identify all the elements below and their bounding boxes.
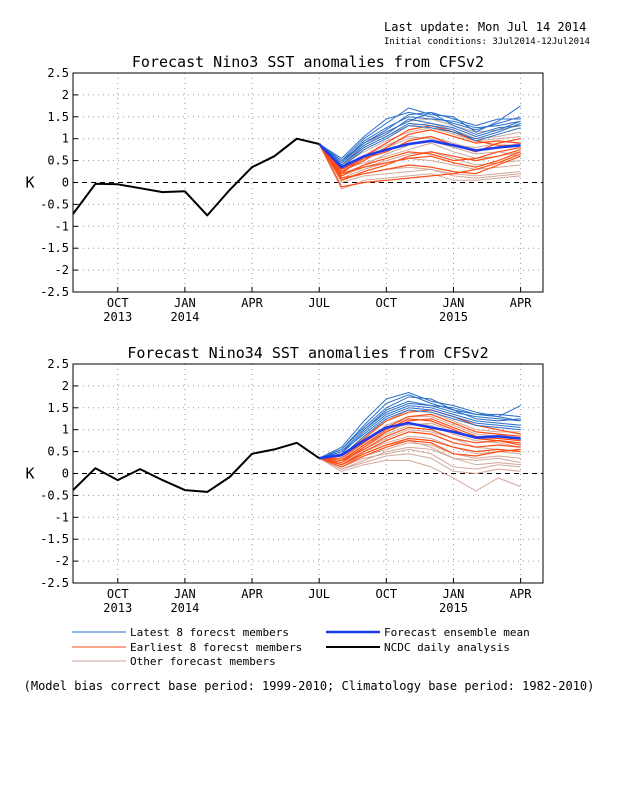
analysis-line — [72, 137, 320, 217]
latest-member-line — [319, 407, 521, 459]
y-tick-label: -0.5 — [40, 197, 69, 211]
y-tick-label: 2 — [62, 88, 69, 102]
other-member-line — [318, 453, 521, 474]
y-tick-label: 2.5 — [47, 357, 69, 371]
earliest-member-line — [318, 143, 521, 177]
other-member-line — [319, 442, 521, 466]
x-tick-label: JAN — [174, 296, 196, 310]
y-tick-label: -2 — [55, 554, 69, 568]
x-tick-year-label: 2015 — [439, 601, 468, 615]
latest-member-line — [318, 122, 521, 168]
other-member-line — [318, 143, 521, 181]
x-tick-year-label: 2013 — [103, 310, 132, 324]
y-tick-label: 2 — [62, 379, 69, 393]
y-tick-label: 0.5 — [47, 445, 69, 459]
y-axis-label: K — [25, 174, 34, 192]
y-tick-label: -2.5 — [40, 576, 69, 590]
x-tick-label: JAN — [174, 587, 196, 601]
earliest-member-line — [318, 135, 521, 170]
other-member-line — [318, 143, 521, 179]
latest-member-line — [318, 392, 521, 459]
earliest-member-line — [319, 431, 521, 466]
legend-label: Forecast ensemble mean — [384, 626, 530, 639]
earliest-member-line — [318, 143, 521, 188]
x-tick-year-label: 2015 — [439, 310, 468, 324]
y-tick-label: -0.5 — [40, 488, 69, 502]
y-tick-label: 2.5 — [47, 66, 69, 80]
earliest-member-line — [319, 437, 521, 466]
other-member-line — [319, 429, 521, 464]
y-tick-label: 1 — [62, 423, 69, 437]
ensemble-mean-line — [319, 421, 521, 460]
latest-member-line — [319, 409, 521, 459]
x-tick-label: JUL — [308, 587, 330, 601]
x-tick-label: APR — [510, 587, 532, 601]
x-tick-year-label: 2013 — [103, 601, 132, 615]
latest-member-line — [318, 118, 521, 166]
y-tick-label: -1 — [55, 219, 69, 233]
latest-member-line — [319, 396, 521, 459]
other-member-line — [318, 446, 521, 470]
other-member-line — [319, 435, 521, 464]
y-tick-label: -1.5 — [40, 241, 69, 255]
y-tick-label: -1 — [55, 510, 69, 524]
y-tick-label: 1.5 — [47, 401, 69, 415]
other-member-line — [318, 457, 521, 492]
x-tick-label: APR — [241, 587, 263, 601]
x-tick-year-label: 2014 — [170, 601, 199, 615]
y-axis-label: K — [25, 465, 34, 483]
ensemble-mean-line — [318, 139, 521, 169]
x-tick-label: OCT — [107, 587, 129, 601]
x-tick-label: APR — [510, 296, 532, 310]
x-tick-label: OCT — [107, 296, 129, 310]
y-tick-label: 0.5 — [47, 154, 69, 168]
footnote-text: (Model bias correct base period: 1999-20… — [24, 679, 595, 693]
legend-label: Latest 8 forecst members — [130, 626, 289, 639]
y-tick-label: -2.5 — [40, 285, 69, 299]
legend-label: Other forecast members — [130, 655, 276, 668]
other-member-line — [319, 448, 521, 470]
legend: Latest 8 forecst members Earliest 8 forec… — [72, 626, 530, 668]
legend-label: NCDC daily analysis — [384, 641, 510, 654]
chart-panel-2: Forecast Nino34 SST anomalies from CFSv2… — [25, 344, 544, 615]
analysis-line — [72, 441, 320, 493]
latest-member-line — [318, 111, 521, 159]
earliest-member-line — [318, 440, 521, 468]
y-tick-label: -2 — [55, 263, 69, 277]
x-tick-label: JAN — [443, 296, 465, 310]
y-tick-label: -1.5 — [40, 532, 69, 546]
chart-panel-1: Forecast Nino3 SST anomalies from CFSv2 2… — [25, 53, 544, 324]
latest-member-line — [319, 402, 521, 459]
x-tick-label: JAN — [443, 587, 465, 601]
latest-member-line — [318, 111, 521, 162]
y-tick-label: 1.5 — [47, 110, 69, 124]
chart-title: Forecast Nino34 SST anomalies from CFSv2 — [127, 344, 488, 362]
x-tick-year-label: 2014 — [170, 310, 199, 324]
earliest-member-line — [318, 129, 521, 173]
x-tick-label: APR — [241, 296, 263, 310]
earliest-member-line — [319, 418, 521, 461]
x-tick-label: JUL — [308, 296, 330, 310]
other-member-line — [319, 416, 521, 459]
latest-member-line — [318, 122, 521, 166]
y-tick-label: 1 — [62, 132, 69, 146]
earliest-member-line — [318, 124, 521, 175]
x-tick-label: OCT — [375, 587, 397, 601]
other-member-line — [318, 143, 521, 183]
earliest-member-line — [318, 143, 521, 181]
earliest-member-line — [319, 413, 521, 459]
y-tick-label: 0 — [62, 467, 69, 481]
latest-member-line — [318, 111, 521, 164]
initial-conditions-text: Initial conditions: 3Jul2014-12Jul2014 — [384, 37, 590, 47]
legend-label: Earliest 8 forecst members — [130, 641, 302, 654]
last-update-text: Last update: Mon Jul 14 2014 — [384, 20, 587, 34]
x-tick-label: OCT — [375, 296, 397, 310]
y-tick-label: 0 — [62, 176, 69, 190]
chart-title: Forecast Nino3 SST anomalies from CFSv2 — [132, 53, 484, 71]
